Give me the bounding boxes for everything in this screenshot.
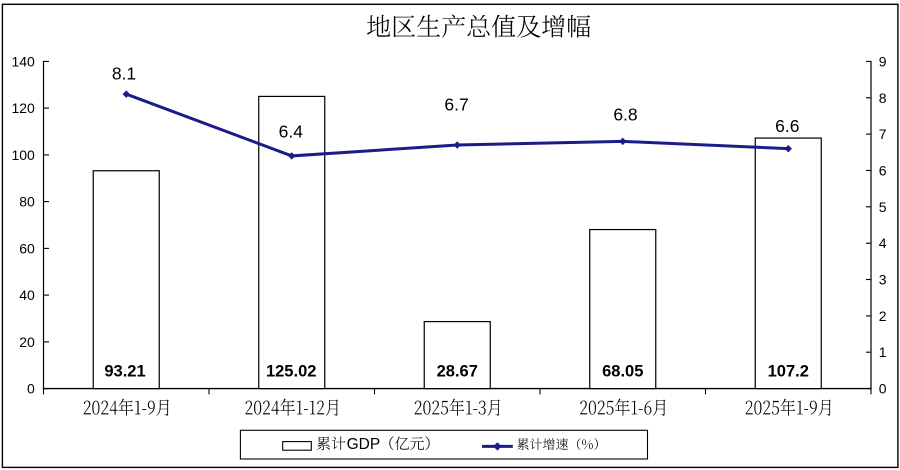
svg-text:93.21: 93.21 (104, 363, 145, 381)
svg-text:20: 20 (19, 334, 35, 350)
svg-text:6: 6 (879, 163, 887, 179)
svg-text:6.4: 6.4 (279, 122, 304, 142)
svg-text:2: 2 (879, 308, 887, 324)
svg-text:GDP: GDP (347, 436, 381, 453)
svg-text:125.02: 125.02 (266, 363, 316, 381)
svg-text:140: 140 (11, 53, 35, 69)
svg-text:28.67: 28.67 (437, 363, 478, 381)
svg-text:5: 5 (879, 199, 887, 215)
svg-text:40: 40 (19, 287, 35, 303)
svg-text:0: 0 (879, 381, 887, 397)
svg-text:6.7: 6.7 (444, 95, 468, 115)
svg-text:0: 0 (27, 381, 35, 397)
svg-text:7: 7 (879, 126, 887, 142)
svg-text:68.05: 68.05 (602, 363, 643, 381)
svg-text:8: 8 (879, 90, 887, 106)
svg-text:3: 3 (879, 272, 887, 288)
svg-text:9: 9 (879, 53, 887, 69)
svg-text:80: 80 (19, 194, 35, 210)
svg-text:120: 120 (11, 100, 35, 116)
svg-text:107.2: 107.2 (768, 363, 809, 381)
svg-text:6.8: 6.8 (613, 104, 637, 124)
svg-text:1: 1 (879, 344, 887, 360)
svg-text:60: 60 (19, 240, 35, 256)
svg-text:100: 100 (11, 147, 35, 163)
svg-text:6.6: 6.6 (775, 116, 799, 136)
svg-text:4: 4 (879, 235, 887, 251)
svg-text:8.1: 8.1 (112, 63, 136, 83)
